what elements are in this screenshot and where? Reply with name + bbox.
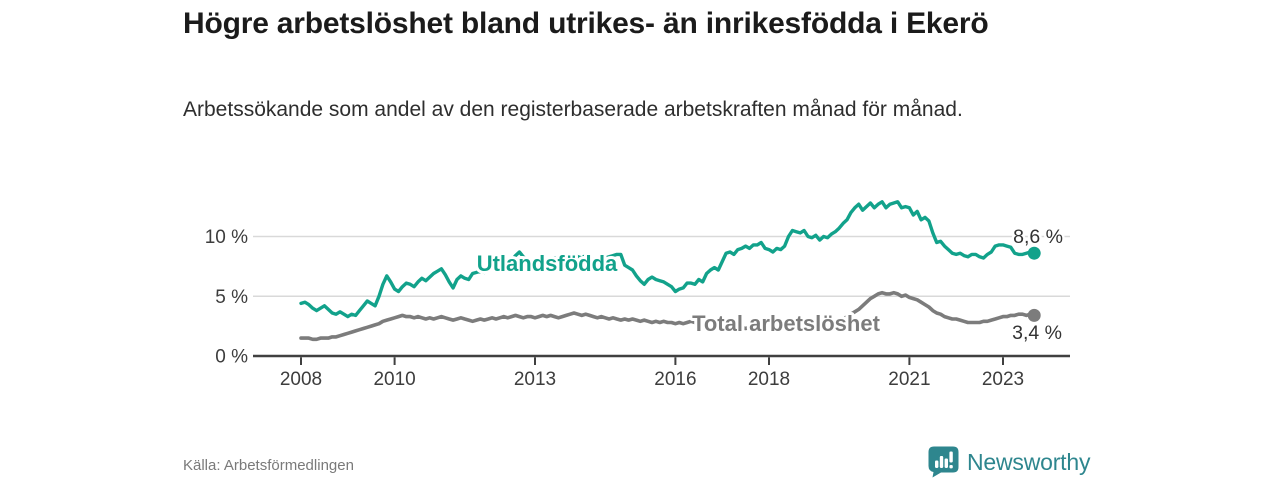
y-axis-tick-label: 5 % — [215, 287, 248, 308]
chart-subtitle: Arbetssökande som andel av den registerb… — [183, 98, 963, 121]
series-line-utlandsfodda — [299, 200, 1036, 319]
newsworthy-logo-text: Newsworthy — [967, 448, 1091, 475]
series-label: Total arbetslöshet — [692, 311, 881, 336]
x-axis-tick-label: 2023 — [982, 369, 1024, 390]
x-axis-tick-label: 2008 — [280, 369, 322, 390]
newsworthy-logo-icon — [928, 446, 959, 478]
x-axis-tick-label: 2013 — [514, 369, 556, 390]
series-label: Utlandsfödda — [477, 251, 618, 276]
newsworthy-logo[interactable]: Newsworthy — [928, 446, 1090, 478]
series-end-dot — [1027, 246, 1041, 260]
source-note: Källa: Arbetsförmedlingen — [183, 457, 354, 474]
x-axis-tick-label: 2018 — [748, 369, 790, 390]
series-end-value: 3,4 % — [1012, 322, 1062, 344]
y-axis-tick-label: 0 % — [215, 347, 248, 368]
page-title: Högre arbetslöshet bland utrikes- än inr… — [183, 7, 989, 40]
x-axis-tick-label: 2016 — [654, 369, 696, 390]
series-end-value: 8,6 % — [1013, 226, 1063, 248]
y-axis-tick-label: 10 % — [205, 227, 248, 248]
x-axis-tick-label: 2021 — [888, 369, 930, 390]
series-line-total — [299, 290, 1036, 342]
x-axis-tick-label: 2010 — [373, 369, 415, 390]
series-end-dot — [1027, 308, 1041, 322]
